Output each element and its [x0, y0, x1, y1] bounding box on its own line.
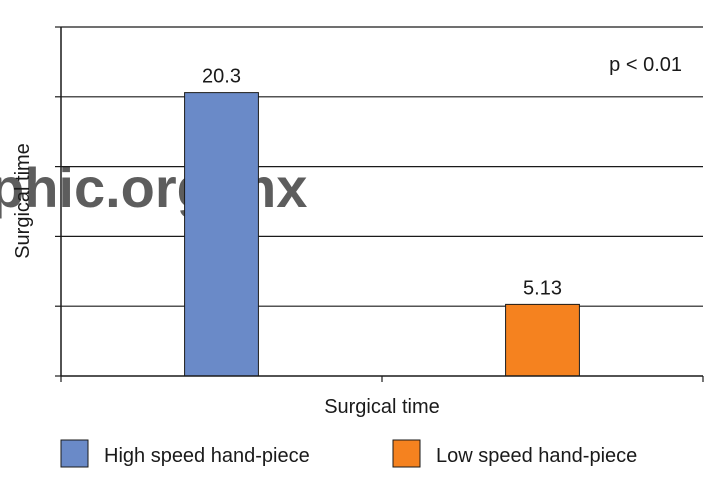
legend-swatch-high-speed — [60, 439, 89, 468]
bars — [184, 92, 580, 377]
legend-label-low-speed: Low speed hand-piece — [436, 445, 637, 467]
data-labels: 20.3 5.13 — [202, 66, 562, 300]
p-value-annotation: p < 0.01 — [609, 54, 682, 76]
bar-high-speed-hand-piece — [184, 92, 259, 377]
legend-label-high-speed: High speed hand-piece — [104, 445, 310, 467]
data-label-low-speed-hand-piece: 5.13 — [523, 277, 562, 299]
y-axis-label: Surgical time — [12, 143, 34, 259]
bar-low-speed-hand-piece — [505, 303, 580, 377]
watermark: phic.org.mx — [0, 156, 307, 219]
x-axis-label: Surgical time — [324, 396, 440, 418]
legend: High speed hand-piece Low speed hand-pie… — [60, 439, 637, 468]
y-axis-ticks — [55, 26, 61, 377]
gridlines — [61, 26, 703, 307]
x-axis-ticks — [60, 376, 704, 382]
legend-swatch-low-speed — [392, 439, 421, 468]
data-label-high-speed-hand-piece: 20.3 — [202, 66, 241, 88]
